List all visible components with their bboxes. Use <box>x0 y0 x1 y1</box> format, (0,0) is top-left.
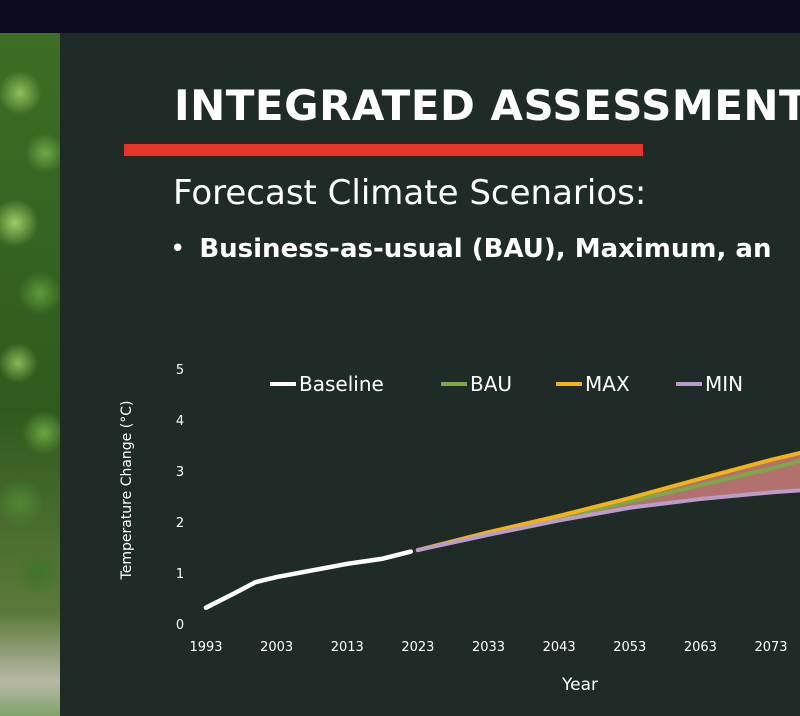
top-bar <box>0 0 800 33</box>
forest-photo-strip <box>0 33 60 716</box>
slide: INTEGRATED ASSESSMENT Forecast Climate S… <box>60 33 800 716</box>
bullet-dot: • <box>170 234 186 264</box>
bullet-text: Business-as-usual (BAU), Maximum, an <box>199 234 772 264</box>
title-accent-bar <box>124 144 643 156</box>
slide-title: INTEGRATED ASSESSMENT <box>174 81 800 130</box>
bullet-item: • Business-as-usual (BAU), Maximum, an <box>170 234 771 264</box>
slide-subtitle: Forecast Climate Scenarios: <box>173 173 647 213</box>
